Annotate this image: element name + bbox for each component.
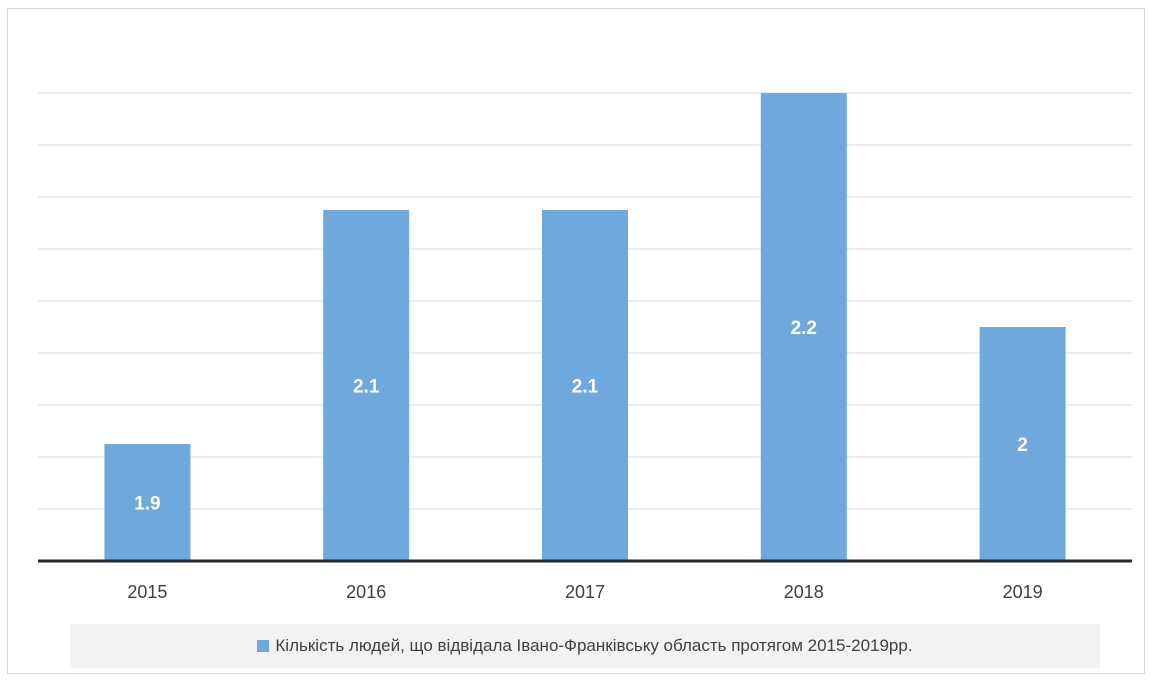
data-label-2017: 2.1	[572, 377, 599, 398]
x-tick-label-2019: 2019	[1003, 582, 1043, 602]
x-tick-label-2016: 2016	[346, 582, 386, 602]
data-labels: 1.9 2.1 2.1 2.2 2	[134, 318, 1028, 515]
x-axis-ticks: 2015 2016 2017 2018 2019	[127, 582, 1042, 602]
bar-2017	[542, 210, 628, 561]
x-tick-label-2015: 2015	[127, 582, 167, 602]
legend-label: Кількість людей, що відвідала Івано-Фран…	[275, 636, 913, 655]
x-tick-label-2017: 2017	[565, 582, 605, 602]
bar-2016	[323, 210, 410, 561]
data-label-2015: 1.9	[134, 494, 160, 515]
data-label-2019: 2	[1017, 435, 1028, 456]
bar-2018	[760, 93, 847, 561]
data-label-2016: 2.1	[353, 377, 380, 398]
bar-2019	[979, 327, 1066, 561]
data-label-2018: 2.2	[791, 318, 817, 339]
bars	[104, 93, 1066, 561]
x-tick-label-2018: 2018	[784, 582, 824, 602]
legend-swatch	[257, 640, 270, 652]
legend: Кількість людей, що відвідала Івано-Фран…	[70, 624, 1100, 668]
bar-2015	[104, 444, 191, 561]
